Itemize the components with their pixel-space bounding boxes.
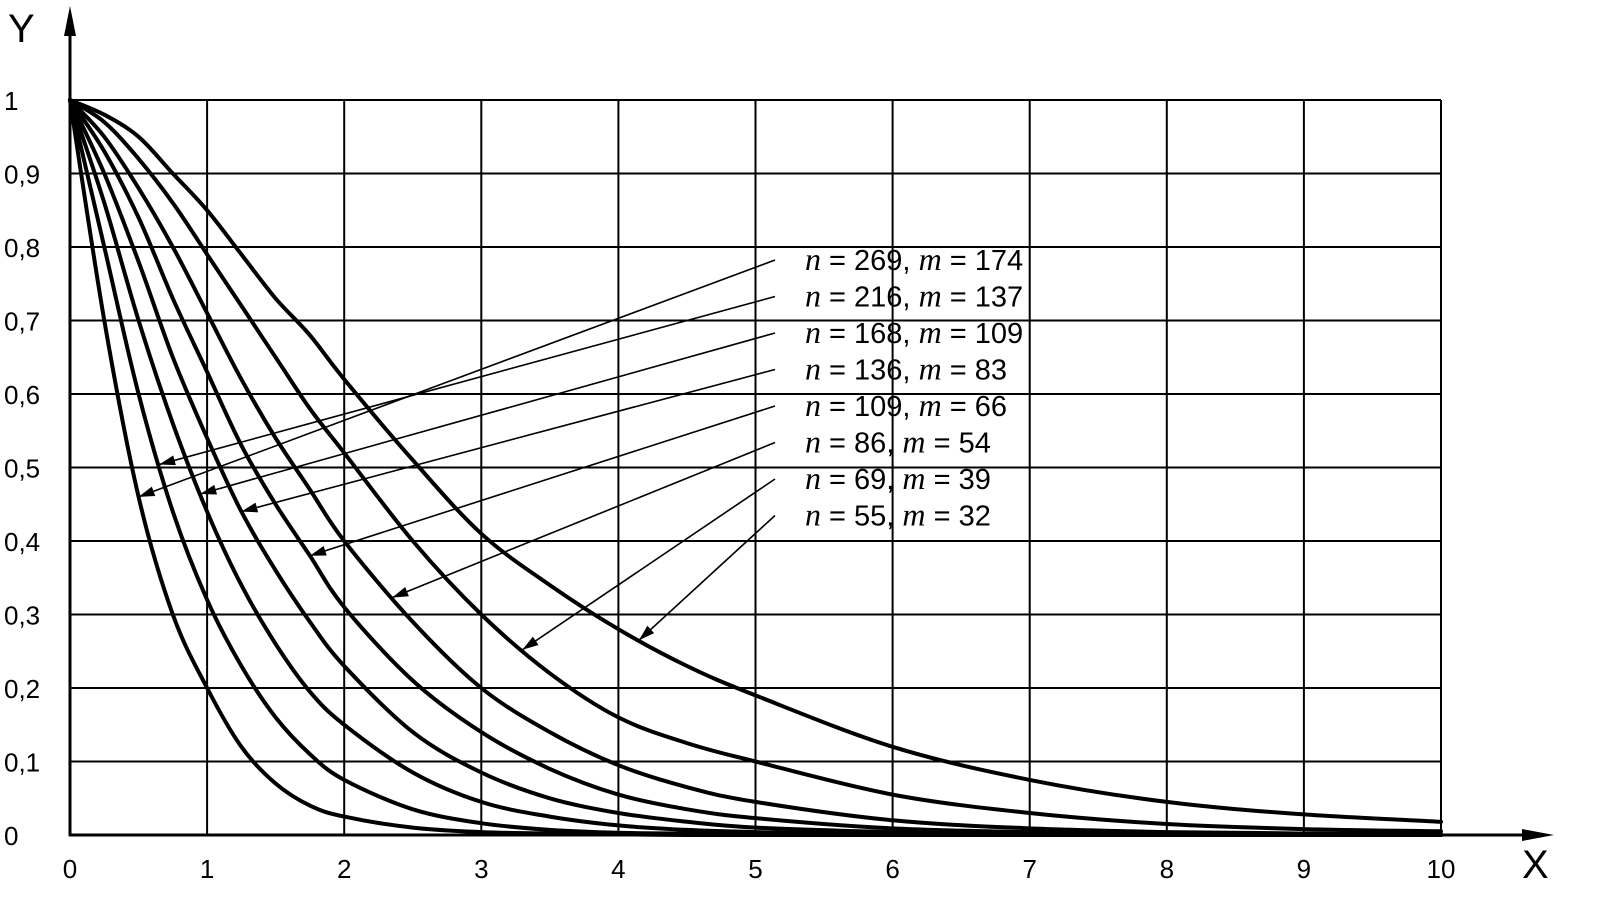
x-tick-label: 8	[1160, 854, 1174, 884]
y-tick-label: 0,5	[4, 454, 40, 484]
y-tick-label: 0,2	[4, 674, 40, 704]
y-tick-label: 0,1	[4, 748, 40, 778]
leader-line	[309, 405, 776, 557]
leader-line	[200, 332, 776, 495]
y-tick-label: 0,4	[4, 527, 40, 557]
leader-arrowhead	[522, 636, 539, 650]
x-tick-label: 2	[337, 854, 351, 884]
y-axis-label: Y	[8, 7, 35, 51]
series-label: n = 69, m = 39	[805, 460, 991, 496]
x-axis-label: X	[1522, 843, 1549, 887]
leader-lines	[138, 259, 776, 651]
leader-line	[241, 368, 776, 513]
series-label: n = 216, m = 137	[805, 278, 1023, 314]
series-label: n = 109, m = 66	[805, 387, 1007, 423]
leader-line	[391, 441, 776, 599]
x-tick-label: 9	[1297, 854, 1311, 884]
y-tick-label: 1	[4, 86, 18, 116]
x-tick-label: 10	[1427, 854, 1456, 884]
x-tick-label: 4	[611, 854, 625, 884]
leader-arrowhead	[138, 486, 156, 497]
leader-line	[638, 514, 776, 641]
series-line	[68, 98, 1443, 824]
leader-arrowhead	[159, 455, 176, 466]
series-label: n = 86, m = 54	[805, 424, 991, 460]
y-axis-arrow	[64, 6, 76, 36]
series-line	[68, 98, 1443, 834]
y-tick-label: 0,9	[4, 160, 40, 190]
y-tick-label: 0,3	[4, 601, 40, 631]
x-tick-label: 5	[748, 854, 762, 884]
y-tick-label: 0,8	[4, 233, 40, 263]
series-label: n = 136, m = 83	[805, 351, 1007, 387]
leader-arrowhead	[392, 586, 409, 598]
leader-line	[138, 259, 776, 498]
series-label: n = 269, m = 174	[805, 241, 1023, 277]
series-line	[68, 98, 1443, 837]
grid	[70, 99, 1442, 835]
leader-arrowhead	[309, 546, 327, 556]
series-label: n = 55, m = 32	[805, 497, 991, 533]
x-tick-label: 3	[474, 854, 488, 884]
curves	[68, 98, 1443, 838]
y-tick-label: 0,7	[4, 307, 40, 337]
leader-arrowhead	[241, 502, 259, 513]
label-box	[772, 232, 1144, 622]
x-tick-labels: 0 1 2 3 4 5 6 7 8 9 10	[63, 854, 1456, 884]
series-label: n = 168, m = 109	[805, 314, 1023, 350]
y-tick-label: 0	[4, 821, 18, 851]
x-tick-label: 7	[1022, 854, 1036, 884]
leader-arrowhead	[638, 625, 655, 641]
leader-line	[521, 478, 776, 651]
leader-arrowhead	[200, 484, 218, 495]
y-tick-label: 0,6	[4, 380, 40, 410]
x-tick-label: 1	[200, 854, 214, 884]
series-line	[68, 98, 1443, 838]
leader-line	[158, 295, 776, 466]
x-tick-label: 6	[885, 854, 899, 884]
x-tick-label: 0	[63, 854, 77, 884]
y-tick-labels: 0 0,1 0,2 0,3 0,4 0,5 0,6 0,7 0,8 0,9 1	[4, 86, 40, 851]
x-axis-arrow	[1522, 829, 1554, 841]
